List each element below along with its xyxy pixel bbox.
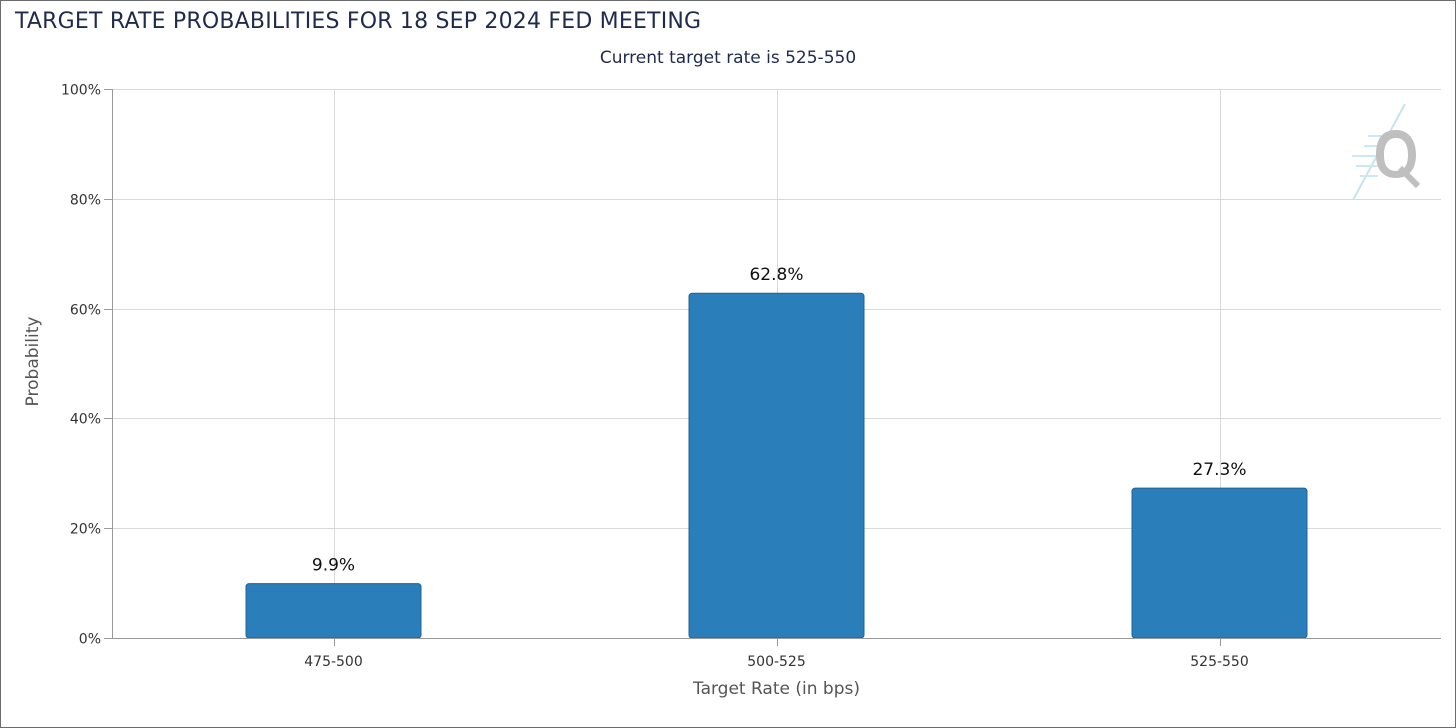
chart-title: TARGET RATE PROBABILITIES FOR 18 SEP 202… — [15, 9, 702, 34]
y-tick-label: 20% — [70, 522, 101, 538]
bar-500-525 — [688, 292, 865, 639]
data-label: 9.9% — [312, 556, 355, 576]
y-tick-label: 60% — [70, 303, 101, 319]
chart-subtitle: Current target rate is 525-550 — [599, 48, 857, 68]
axes — [104, 89, 1441, 646]
y-tick-label: 0% — [79, 632, 101, 648]
data-label: 62.8% — [749, 265, 803, 285]
bars — [245, 292, 1308, 639]
x-axis-title: Target Rate (in bps) — [692, 679, 860, 699]
bar-525-550 — [1131, 487, 1308, 639]
q-logo-icon — [1352, 103, 1421, 201]
y-tick-label: 40% — [70, 412, 101, 428]
x-tick-label: 525-550 — [1190, 654, 1249, 670]
x-tick-label: 475-500 — [304, 654, 363, 670]
data-label: 27.3% — [1192, 460, 1246, 480]
y-tick-label: 80% — [70, 193, 101, 209]
bar-475-500 — [245, 583, 422, 639]
y-axis-title: Probability — [23, 317, 43, 407]
x-tick-label: 500-525 — [747, 654, 806, 670]
y-tick-label: 100% — [61, 83, 101, 99]
labels: 0% 20% 40% 60% 80% 100% 9.9% 475-500 62.8% 500-52… — [23, 83, 1249, 700]
